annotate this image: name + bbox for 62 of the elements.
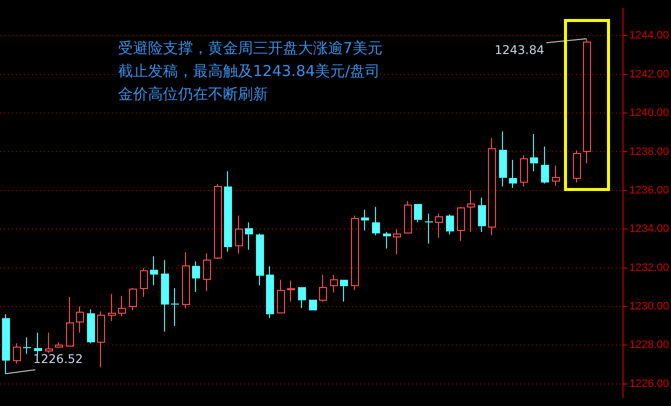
candlestick (66, 296, 74, 347)
candlestick (509, 159, 517, 188)
y-tick-label: 1240.00 (629, 107, 670, 120)
candlestick (161, 260, 169, 332)
candlestick (488, 137, 496, 236)
candlestick (340, 280, 348, 302)
annotation: 1226.52 (33, 352, 83, 366)
candlestick (351, 215, 359, 291)
candlestick (277, 279, 285, 314)
y-tick-label: 1244.00 (629, 30, 670, 42)
candlestick (583, 38, 591, 164)
candlestick (245, 222, 253, 250)
candlestick (361, 209, 369, 231)
candlestick (2, 314, 10, 374)
candlestick (530, 133, 538, 172)
candlestick (97, 310, 105, 368)
candlestick (45, 332, 53, 354)
y-tick-label: 1242.00 (629, 68, 670, 80)
annotation: 1243.84 (494, 42, 544, 57)
candlestick (34, 332, 42, 356)
candlestick (171, 288, 179, 326)
candlestick (76, 306, 84, 334)
y-tick-label: 1236.00 (629, 184, 670, 196)
y-tick-label: 1226.00 (629, 378, 670, 390)
candlestick (541, 146, 549, 184)
candlestick (372, 206, 380, 236)
candlestick (192, 260, 200, 292)
candlestick (414, 204, 422, 223)
candlestick (457, 206, 465, 242)
candlestick (435, 213, 443, 238)
candlestick (446, 214, 454, 236)
annotation: 受避险支撑，黄金周三开盘大涨逾7美元 (118, 39, 383, 57)
candlestick (383, 232, 391, 249)
candlestick (182, 252, 190, 309)
candlestick (552, 165, 560, 186)
candlestick (467, 190, 475, 233)
candlestick (330, 274, 338, 294)
candlestick (298, 287, 306, 309)
candlestick (87, 308, 95, 344)
candlestick (478, 197, 486, 233)
candlestick (393, 228, 401, 255)
candlestick (287, 280, 295, 302)
candlestick (235, 215, 243, 254)
candlestick (118, 295, 126, 317)
candlestick (150, 256, 158, 286)
candlestick (23, 336, 31, 354)
candlestick (108, 293, 116, 322)
annotation: 金价高位仍在不断刷新 (118, 85, 268, 103)
y-tick-label: 1238.00 (629, 146, 670, 158)
annotation: 截止发稿，最高触及1243.84美元/盘司 (118, 62, 380, 80)
y-tick-label: 1234.00 (629, 223, 670, 236)
y-tick-label: 1232.00 (629, 262, 670, 274)
candlestick (224, 170, 232, 252)
candlestick (256, 233, 264, 286)
candlestick (319, 274, 327, 302)
y-tick-label: 1228.00 (629, 339, 670, 352)
y-tick-label: 1230.00 (629, 300, 670, 313)
candlestick (266, 266, 274, 319)
candlestick (203, 252, 211, 292)
candlestick (140, 268, 148, 298)
candlestick (425, 213, 433, 244)
candlestick (499, 130, 507, 188)
